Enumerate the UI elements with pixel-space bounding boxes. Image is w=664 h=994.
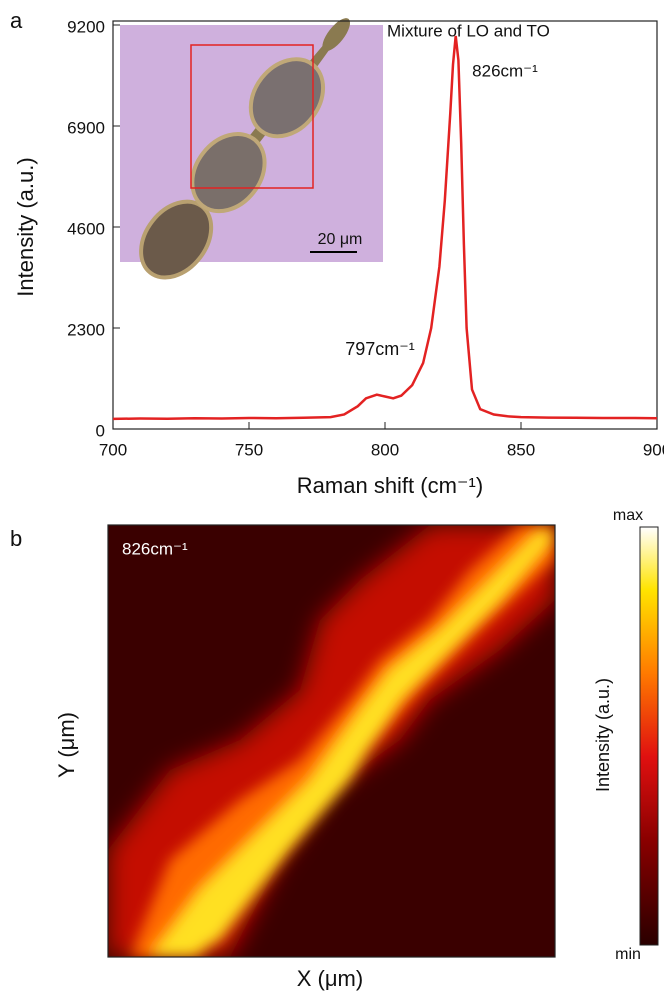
annotation: 20 μm	[318, 231, 363, 248]
y-tick-label: 2300	[67, 320, 105, 339]
y-tick-label: 0	[96, 421, 105, 440]
x-axis-label: Raman shift (cm⁻¹)	[297, 473, 483, 498]
x-tick-label: 750	[235, 440, 263, 459]
colorbar-min: min	[615, 946, 641, 963]
x-axis-label: X (μm)	[297, 966, 363, 991]
y-tick-label: 9200	[67, 17, 105, 36]
heatmap-frame	[107, 524, 556, 958]
y-axis-label: Intensity (a.u.)	[13, 157, 38, 296]
panel-label: a	[10, 8, 23, 33]
x-tick-label: 850	[507, 440, 535, 459]
inset-image	[120, 18, 383, 280]
colorbar	[639, 526, 659, 946]
y-axis-label: Y (μm)	[54, 712, 79, 778]
spectrum-line	[112, 35, 658, 421]
colorbar-max: max	[613, 507, 643, 524]
x-tick-label: 800	[371, 440, 399, 459]
panel-label: b	[10, 526, 22, 551]
x-tick-label: 900	[643, 440, 664, 459]
map-annotation: 826cm⁻¹	[122, 539, 188, 558]
annotation: Mixture of LO and TO	[387, 21, 550, 40]
annotation: 797cm⁻¹	[345, 339, 415, 359]
heatmap-image	[108, 525, 555, 957]
annotation: 826cm⁻¹	[472, 61, 538, 80]
y-tick-label: 4600	[67, 219, 105, 238]
y-tick-label: 6900	[67, 118, 105, 137]
colorbar-label: Intensity (a.u.)	[593, 678, 613, 792]
x-tick-label: 700	[99, 440, 127, 459]
